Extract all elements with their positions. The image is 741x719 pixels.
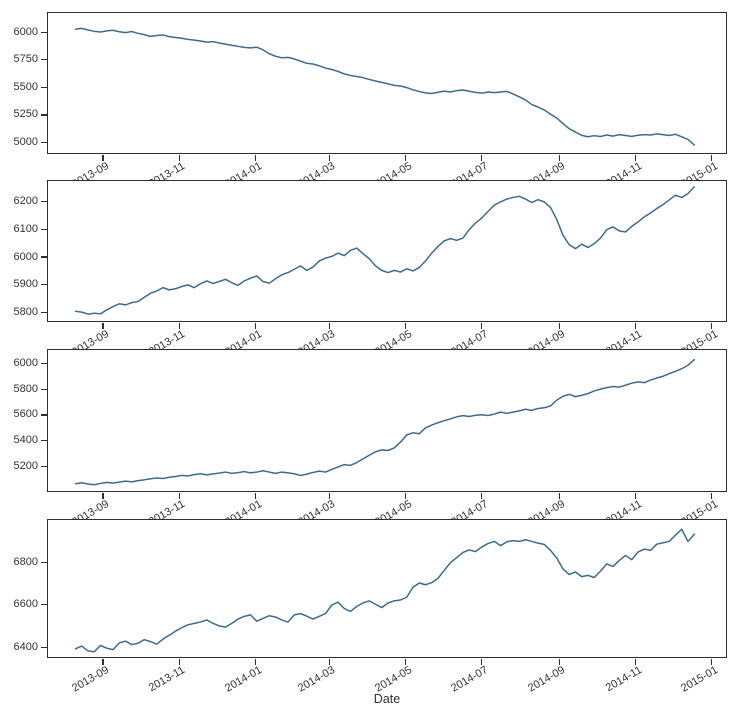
y-tick-mark (40, 86, 47, 88)
plot-area (74, 186, 695, 315)
subplot-1: 5000 5250 5500 5750 6000 2013-09 2013-11 2014-0… (14, 12, 727, 191)
x-tick-mark (254, 323, 257, 329)
y-tick-label: 6000 (13, 356, 38, 369)
y-tick-mark (40, 362, 47, 364)
y-tick-label: 5900 (13, 278, 38, 291)
y-tick-label: 5750 (13, 53, 38, 66)
x-tick-mark (102, 155, 104, 161)
plot-area (74, 358, 695, 486)
y-tick-mark (40, 114, 47, 116)
y-tick-mark (40, 256, 47, 258)
y-tick-label: 5250 (13, 108, 38, 121)
series-line (74, 358, 695, 486)
x-tick-mark (404, 659, 407, 665)
x-tick-mark (481, 323, 483, 329)
y-tick-label: 5200 (13, 460, 38, 473)
series-line (74, 27, 695, 146)
x-tick-mark (404, 155, 407, 161)
x-tick-mark (404, 323, 407, 329)
x-tick-mark (404, 493, 407, 499)
y-tick-mark (40, 31, 47, 33)
y-tick-label: 6400 (13, 640, 38, 653)
x-tick-mark (558, 659, 560, 665)
x-tick-mark (328, 659, 330, 665)
y-tick-label: 6000 (13, 25, 38, 38)
y-tick-mark (40, 228, 47, 230)
x-tick-mark (711, 659, 713, 665)
y-tick-label: 5800 (13, 306, 38, 319)
x-axis-title: Date (373, 692, 401, 706)
y-tick-label: 6600 (13, 598, 38, 611)
x-tick-mark (711, 155, 713, 161)
x-tick-mark (634, 323, 637, 329)
x-tick-mark (481, 493, 483, 499)
x-tick-mark (102, 323, 104, 329)
x-tick-mark (102, 493, 104, 499)
x-tick-mark (328, 493, 330, 499)
y-tick-mark (40, 440, 47, 442)
x-tick-mark (634, 659, 637, 665)
y-tick-mark (40, 414, 47, 416)
y-tick-label: 6200 (13, 194, 38, 207)
y-tick-mark (40, 59, 47, 61)
x-tick-mark (634, 155, 637, 161)
x-tick-mark (558, 323, 560, 329)
x-tick-mark (481, 155, 483, 161)
x-tick-mark (254, 155, 257, 161)
x-tick-mark (328, 323, 330, 329)
x-tick-mark (711, 493, 713, 499)
x-tick-mark (178, 155, 180, 161)
x-tick-mark (254, 659, 257, 665)
subplot-4: 6400 6600 6800 2013-09 2013-11 2014-01 2014-03… (14, 519, 727, 695)
x-tick-mark (481, 659, 483, 665)
y-tick-mark (40, 466, 47, 468)
y-tick-label: 6100 (13, 222, 38, 235)
y-tick-mark (40, 312, 47, 314)
x-tick-mark (178, 323, 180, 329)
plot-area (74, 528, 695, 653)
y-tick-mark (40, 388, 47, 390)
x-tick-mark (254, 493, 257, 499)
x-tick-mark (558, 155, 560, 161)
x-tick-mark (178, 493, 180, 499)
y-tick-label: 5000 (13, 136, 38, 149)
y-tick-mark (40, 561, 47, 563)
series-line (74, 186, 695, 315)
y-tick-mark (40, 141, 47, 144)
x-tick-mark (558, 493, 560, 499)
y-tick-label: 6800 (13, 555, 38, 568)
y-tick-mark (40, 646, 47, 648)
y-tick-label: 5400 (13, 434, 38, 447)
y-tick-mark (40, 284, 47, 286)
y-tick-label: 5500 (13, 80, 38, 93)
x-tick-mark (102, 659, 104, 665)
subplot-3: 5200 5400 5600 5800 6000 2013-09 2013-11 2014-0… (14, 349, 727, 529)
x-tick-mark (328, 155, 330, 161)
y-tick-label: 5600 (13, 408, 38, 421)
y-tick-label: 6000 (13, 250, 38, 263)
x-tick-mark (711, 323, 713, 329)
x-tick-mark (178, 659, 180, 665)
plot-area (74, 27, 695, 146)
x-tick-mark (634, 493, 637, 499)
y-tick-label: 5800 (13, 382, 38, 395)
y-tick-mark (40, 604, 47, 606)
series-line (74, 528, 695, 653)
y-tick-mark (40, 200, 47, 202)
subplot-2: 5800 5900 6000 6100 6200 2013-09 2013-11 2014-0… (14, 180, 727, 359)
